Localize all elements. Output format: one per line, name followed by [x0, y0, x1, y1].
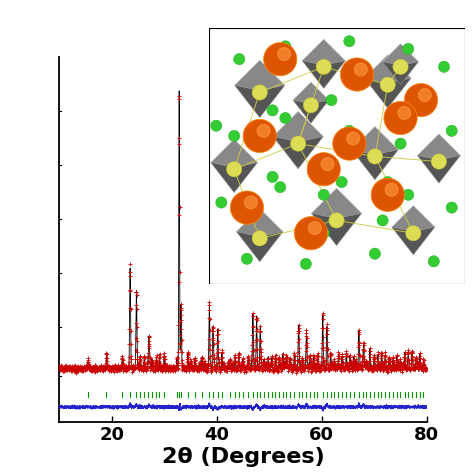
Polygon shape [311, 188, 362, 219]
Circle shape [300, 258, 311, 270]
Circle shape [371, 178, 404, 211]
Circle shape [385, 183, 398, 196]
Circle shape [291, 136, 306, 151]
Circle shape [210, 120, 222, 131]
Circle shape [344, 36, 355, 47]
Circle shape [228, 130, 240, 142]
Circle shape [402, 43, 414, 55]
Circle shape [347, 132, 360, 145]
Circle shape [419, 89, 431, 101]
Polygon shape [365, 78, 411, 108]
Circle shape [252, 231, 267, 246]
Circle shape [333, 127, 366, 160]
Polygon shape [418, 134, 460, 160]
Circle shape [384, 101, 417, 135]
Polygon shape [365, 55, 411, 83]
Circle shape [395, 138, 406, 149]
Polygon shape [302, 39, 345, 65]
Circle shape [234, 54, 245, 65]
Circle shape [316, 59, 331, 74]
Circle shape [380, 77, 395, 92]
Circle shape [303, 98, 319, 113]
Circle shape [438, 61, 450, 73]
Circle shape [245, 196, 257, 209]
Circle shape [274, 182, 286, 193]
Circle shape [406, 226, 421, 241]
Circle shape [278, 47, 291, 60]
Polygon shape [352, 127, 398, 155]
Polygon shape [311, 213, 362, 246]
Circle shape [336, 176, 347, 188]
Circle shape [307, 153, 340, 186]
Polygon shape [273, 111, 323, 142]
Circle shape [369, 248, 381, 259]
Circle shape [267, 105, 278, 116]
Circle shape [367, 149, 383, 164]
Polygon shape [302, 61, 345, 88]
Polygon shape [235, 85, 285, 118]
Circle shape [309, 222, 321, 235]
Circle shape [446, 125, 457, 137]
Circle shape [431, 154, 447, 169]
Circle shape [243, 119, 276, 153]
Circle shape [382, 176, 393, 188]
Circle shape [257, 124, 270, 137]
Polygon shape [293, 100, 329, 123]
Polygon shape [237, 209, 283, 237]
Circle shape [387, 112, 399, 124]
Polygon shape [211, 139, 257, 167]
Circle shape [230, 191, 264, 224]
Polygon shape [392, 206, 435, 232]
Circle shape [241, 253, 253, 264]
Polygon shape [273, 137, 323, 169]
Circle shape [340, 58, 374, 91]
Circle shape [252, 85, 267, 100]
Circle shape [428, 256, 439, 267]
Circle shape [280, 112, 291, 124]
X-axis label: 2θ (Degrees): 2θ (Degrees) [162, 447, 324, 467]
Circle shape [377, 215, 388, 226]
Polygon shape [235, 60, 285, 91]
Circle shape [216, 197, 227, 208]
Circle shape [280, 41, 291, 52]
Circle shape [264, 43, 297, 76]
Circle shape [446, 202, 457, 213]
Polygon shape [383, 62, 419, 85]
Circle shape [294, 217, 328, 250]
Circle shape [326, 94, 337, 106]
Circle shape [398, 107, 411, 119]
Polygon shape [418, 155, 460, 183]
Circle shape [393, 59, 408, 74]
Polygon shape [392, 227, 435, 255]
Circle shape [267, 171, 278, 182]
Circle shape [402, 189, 414, 201]
Polygon shape [352, 150, 398, 180]
Polygon shape [293, 82, 329, 104]
Polygon shape [237, 232, 283, 262]
Circle shape [329, 213, 344, 228]
Circle shape [227, 162, 242, 177]
Polygon shape [211, 163, 257, 192]
Circle shape [321, 158, 334, 171]
Circle shape [318, 228, 329, 239]
Polygon shape [383, 44, 419, 65]
Circle shape [355, 63, 367, 76]
Circle shape [344, 125, 355, 137]
Circle shape [404, 83, 438, 117]
Circle shape [318, 189, 329, 201]
